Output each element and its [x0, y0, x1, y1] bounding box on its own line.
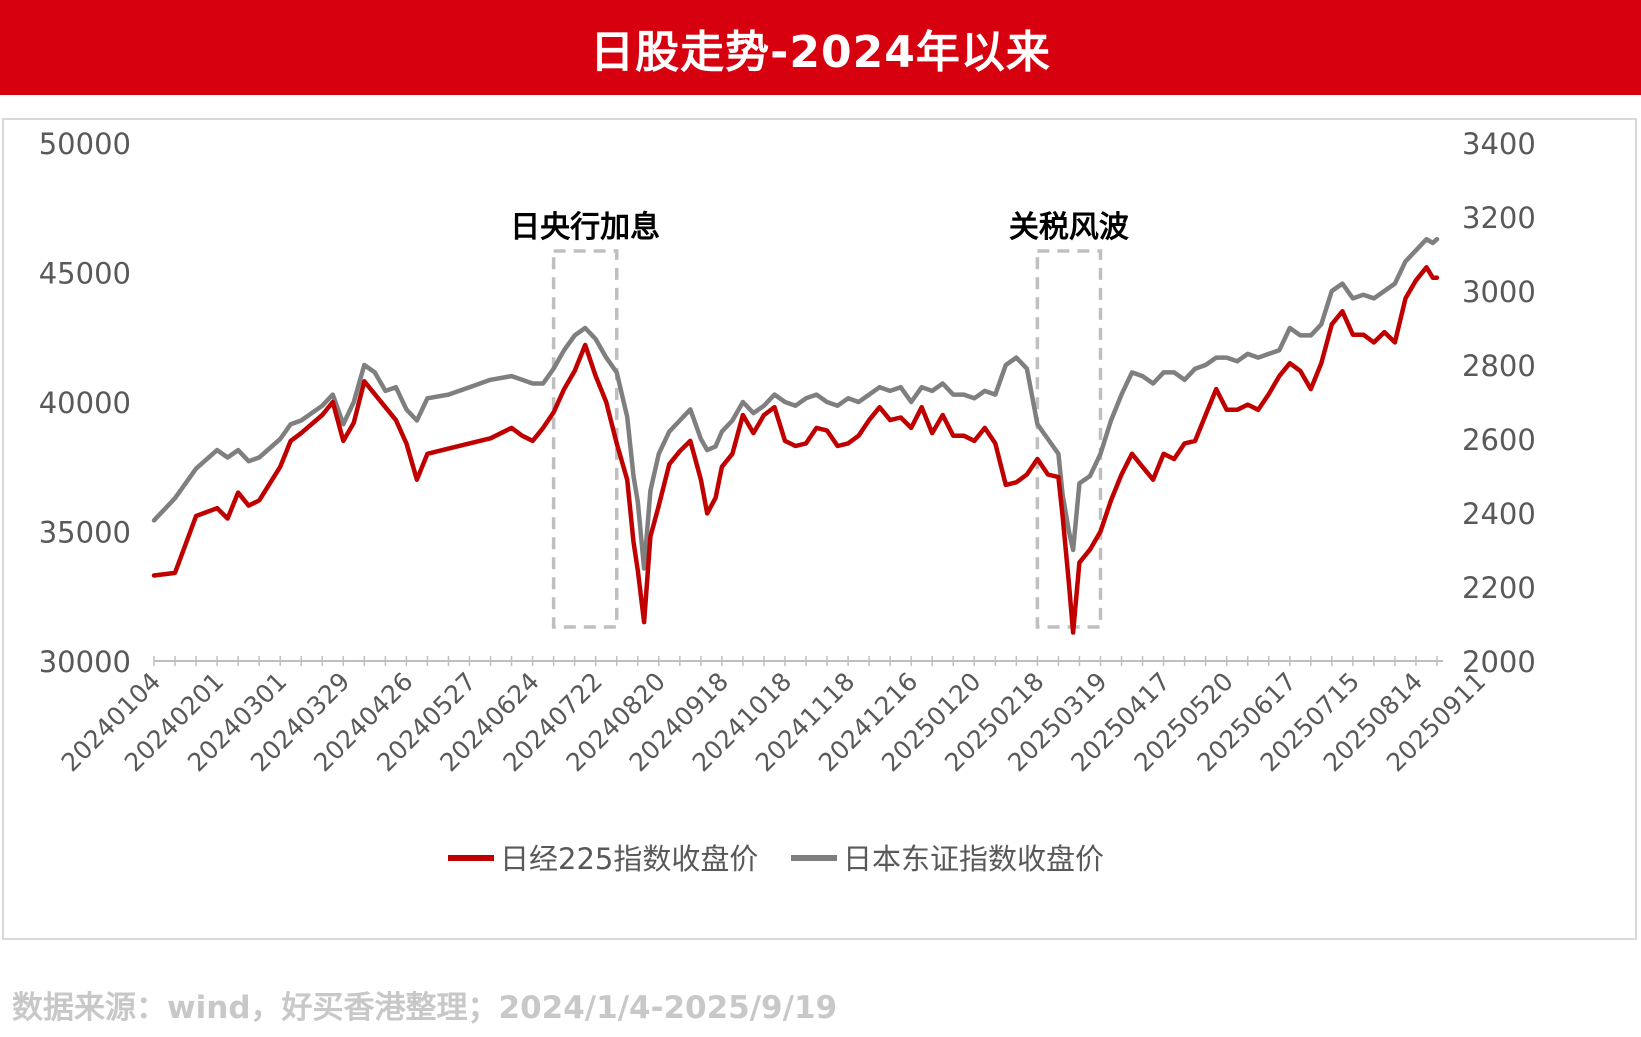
chart-banner: 日股走势-2024年以来: [0, 0, 1641, 95]
right-y-tick-label: 2600: [1462, 423, 1536, 457]
annotation-box: [551, 249, 619, 629]
annotation-label: 关税风波: [1009, 210, 1130, 245]
source-note: 数据来源：wind，好买香港整理；2024/1/4-2025/9/19: [12, 990, 838, 1026]
chart-panel: 30000 35000 40000 45000 50000 2000 2200 2400 26…: [2, 118, 1637, 940]
series-lines: [151, 236, 1440, 635]
nikkei-line: [151, 265, 1440, 635]
left-y-tick-label: 35000: [39, 516, 131, 550]
left-y-tick-label: 30000: [39, 645, 131, 679]
right-y-tick-label: 3400: [1462, 127, 1536, 161]
legend-label-topix: 日本东证指数收盘价: [843, 842, 1104, 876]
right-y-axis: 2000 2200 2400 2600 2800 3000 3200 3400: [1462, 127, 1536, 679]
chart-title: 日股走势-2024年以来: [590, 26, 1051, 78]
right-y-tick-label: 2800: [1462, 349, 1536, 383]
topix-line: [151, 236, 1440, 571]
legend-label-nikkei: 日经225指数收盘价: [500, 842, 758, 876]
right-y-tick-label: 3000: [1462, 275, 1536, 309]
right-y-tick-label: 3200: [1462, 201, 1536, 235]
x-axis: 2024010420240201202403012024032920240426…: [56, 656, 1491, 777]
annotation-label: 日央行加息: [510, 210, 660, 245]
left-y-axis: 30000 35000 40000 45000 50000: [39, 127, 131, 679]
annotation-box: [1035, 249, 1103, 629]
legend: 日经225指数收盘价 日本东证指数收盘价: [448, 842, 1104, 876]
left-y-tick-label: 40000: [39, 386, 131, 420]
right-y-tick-label: 2400: [1462, 497, 1536, 531]
line-chart: 30000 35000 40000 45000 50000 2000 2200 2400 26…: [39, 127, 1536, 876]
right-y-tick-label: 2000: [1462, 645, 1536, 679]
left-y-tick-label: 50000: [39, 127, 131, 161]
right-y-tick-label: 2200: [1462, 571, 1536, 605]
left-y-tick-label: 45000: [39, 257, 131, 291]
